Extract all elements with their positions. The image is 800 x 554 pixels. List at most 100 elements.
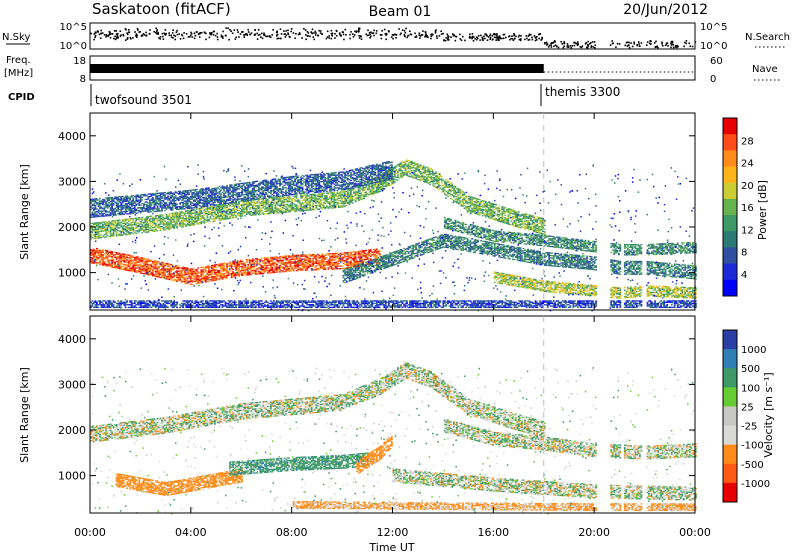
echo-cell: [324, 269, 326, 270]
echo-cell: [229, 216, 231, 217]
echo-cell: [96, 259, 98, 260]
echo-cell: [131, 232, 133, 233]
echo-cell: [302, 266, 304, 267]
echo-cell: [405, 162, 407, 163]
nsky-point: [177, 34, 179, 36]
echo-cell: [424, 169, 426, 170]
echo-cell: [107, 232, 109, 233]
echo-cell: [143, 227, 145, 228]
echo-cell: [367, 256, 369, 257]
nsky-point: [222, 31, 224, 33]
nsky-point: [667, 45, 669, 47]
nsky-point: [176, 30, 178, 32]
nsky-point: [638, 43, 640, 45]
echo-cell: [246, 260, 248, 261]
echo-cell: [278, 269, 280, 270]
echo-cell: [258, 200, 260, 201]
echo-cell: [334, 197, 336, 198]
echo-cell: [167, 268, 169, 269]
nsky-point: [350, 31, 352, 33]
echo-cell: [312, 204, 314, 205]
echo-cell: [253, 270, 255, 271]
nsky-point: [201, 32, 203, 34]
echo-cell: [302, 209, 304, 210]
echo-cell: [338, 259, 340, 260]
echo-cell: [332, 267, 334, 268]
nsky-point: [445, 40, 447, 42]
nsky-point: [574, 45, 576, 47]
nsky-point: [585, 43, 587, 45]
echo-cell: [265, 260, 267, 261]
nsky-point: [534, 35, 536, 37]
echo-cell: [113, 236, 115, 237]
echo-cell: [229, 218, 231, 219]
echo-cell: [340, 193, 342, 194]
echo-cell: [302, 269, 304, 270]
echo-cell: [337, 197, 339, 198]
echo-cell: [217, 211, 219, 212]
echo-cell: [302, 256, 304, 257]
echo-cell: [217, 270, 219, 271]
echo-cell: [256, 203, 258, 204]
echo-cell: [353, 189, 355, 190]
nsky-point: [432, 34, 434, 36]
echo-cell: [350, 261, 352, 262]
nsky-point: [146, 35, 148, 37]
echo-cell: [143, 219, 145, 220]
echo-cell: [346, 200, 348, 201]
nsky-point: [249, 34, 251, 36]
echo-cell: [308, 257, 310, 258]
nsky-point: [418, 34, 420, 36]
echo-cell: [205, 212, 207, 213]
echo-cell: [290, 197, 292, 198]
nsky-point: [419, 32, 421, 34]
echo-cell: [167, 217, 169, 218]
echo-cell: [302, 262, 304, 263]
nsky-point: [113, 38, 115, 40]
nsky-point: [251, 32, 253, 34]
echo-cell: [290, 207, 292, 208]
nsky-point: [100, 30, 102, 32]
echo-cell: [217, 210, 219, 211]
echo-cell: [302, 202, 304, 203]
nsky-point: [376, 30, 378, 32]
echo-cell: [116, 231, 118, 232]
echo-cell: [167, 229, 169, 230]
echo-cell: [96, 230, 98, 231]
echo-cell: [154, 220, 156, 221]
echo-cell: [409, 171, 411, 172]
echo-cell: [120, 262, 122, 263]
echo-cell: [470, 206, 472, 207]
echo-cell: [350, 252, 352, 253]
echo-cell: [169, 266, 171, 267]
echo-cell: [480, 203, 482, 204]
echo-cell: [208, 268, 210, 269]
echo-cell: [350, 258, 352, 259]
echo-cell: [243, 213, 245, 214]
nsky-point: [650, 43, 652, 45]
echo-cell: [334, 192, 336, 193]
echo-cell: [226, 267, 228, 268]
nsky-point: [419, 37, 421, 39]
echo-cell: [402, 177, 404, 178]
nsky-point: [209, 37, 211, 39]
echo-cell: [216, 267, 218, 268]
echo-cell: [214, 220, 216, 221]
echo-cell: [445, 184, 447, 185]
echo-cell: [290, 256, 292, 257]
nsky-point: [195, 35, 197, 37]
nsky-point: [670, 43, 672, 45]
echo-cell: [452, 184, 454, 185]
echo-cell: [291, 268, 293, 269]
echo-cell: [250, 269, 252, 270]
echo-cell: [191, 218, 193, 219]
echo-cell: [445, 183, 447, 184]
nsky-point: [137, 29, 139, 31]
nsky-point: [381, 38, 383, 40]
echo-cell: [131, 259, 133, 260]
echo-cell: [119, 230, 121, 231]
echo-cell: [96, 229, 98, 230]
echo-cell: [185, 226, 187, 227]
echo-cell: [113, 259, 115, 260]
nsky-point: [628, 45, 630, 47]
